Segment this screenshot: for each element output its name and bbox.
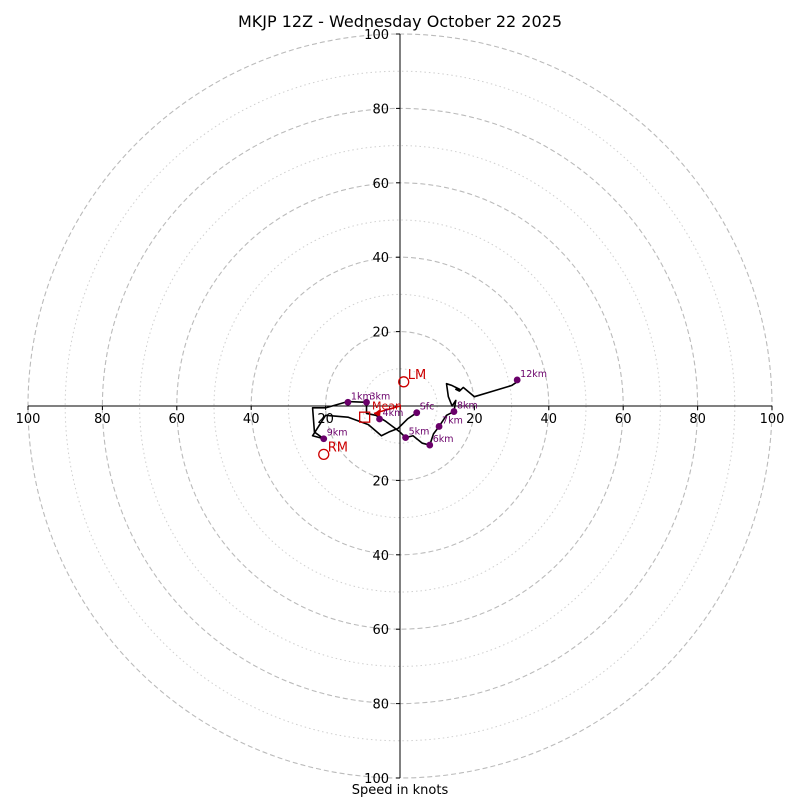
height-point-9km (320, 435, 328, 443)
hodograph-trace (311, 381, 518, 446)
height-point-4km (376, 415, 383, 423)
x-tick-label: 60 (169, 412, 186, 427)
height-point-5km (402, 434, 409, 442)
y-tick-label: 20 (372, 326, 389, 341)
height-point-1km (344, 398, 352, 406)
x-tick-label: 20 (466, 412, 483, 427)
storm-motion-lm (398, 376, 410, 388)
x-tick-label: 40 (243, 412, 260, 427)
y-tick-label: 40 (372, 549, 389, 564)
x-tick-label: 60 (615, 412, 632, 427)
storm-motion-square (359, 411, 371, 423)
y-tick-label: 20 (372, 474, 389, 489)
y-tick-label: 80 (372, 698, 389, 713)
storm-motion-label-rm: RM (328, 440, 348, 455)
y-tick-label: 60 (372, 177, 389, 192)
x-axis-label: Speed in knots (351, 783, 449, 798)
height-label-6km: 6km (433, 434, 454, 445)
height-label-4km: 4km (383, 408, 404, 419)
y-tick-label: 80 (372, 102, 389, 117)
height-label-3km: 3km (370, 391, 391, 402)
y-tick-label: 100 (364, 28, 389, 43)
x-tick-label: 100 (760, 412, 785, 427)
height-point-8km (450, 408, 458, 415)
height-point-3km (363, 398, 370, 406)
storm-motion-markers: Mean LM RM (318, 368, 426, 461)
height-point-6km (426, 441, 434, 449)
storm-motion-rm (318, 448, 330, 461)
height-label-9km: 9km (327, 428, 348, 439)
height-point-7km (435, 423, 443, 430)
height-point-sfc (413, 409, 421, 417)
x-tick-label: 100 (16, 412, 41, 427)
height-label-5km: 5km (409, 427, 430, 438)
height-label-sfc: Sfc (420, 402, 435, 413)
height-point-12km (513, 376, 521, 384)
x-tick-label: 40 (541, 412, 558, 427)
storm-motion-label-lm: LM (408, 368, 426, 383)
mean-wind-label: Mean (372, 399, 402, 412)
wind-trace (311, 381, 518, 446)
y-tick-label: 100 (364, 772, 389, 787)
chart-title: MKJP 12Z - Wednesday October 22 2025 (237, 12, 562, 31)
y-tick-label: 60 (372, 623, 389, 638)
height-label-12km: 12km (520, 369, 547, 380)
height-label-1km: 1km (351, 391, 372, 402)
height-label-7km: 7km (442, 415, 463, 426)
axis-tick-labels: 100 80 60 40 20 20 40 60 80 100100806040202040608… (16, 28, 785, 787)
x-tick-label: 80 (94, 412, 111, 427)
mean-wind-arrowhead (373, 408, 381, 418)
y-tick-label: 40 (372, 251, 389, 266)
height-label-8km: 8km (457, 401, 478, 412)
x-tick-label: 80 (689, 412, 706, 427)
